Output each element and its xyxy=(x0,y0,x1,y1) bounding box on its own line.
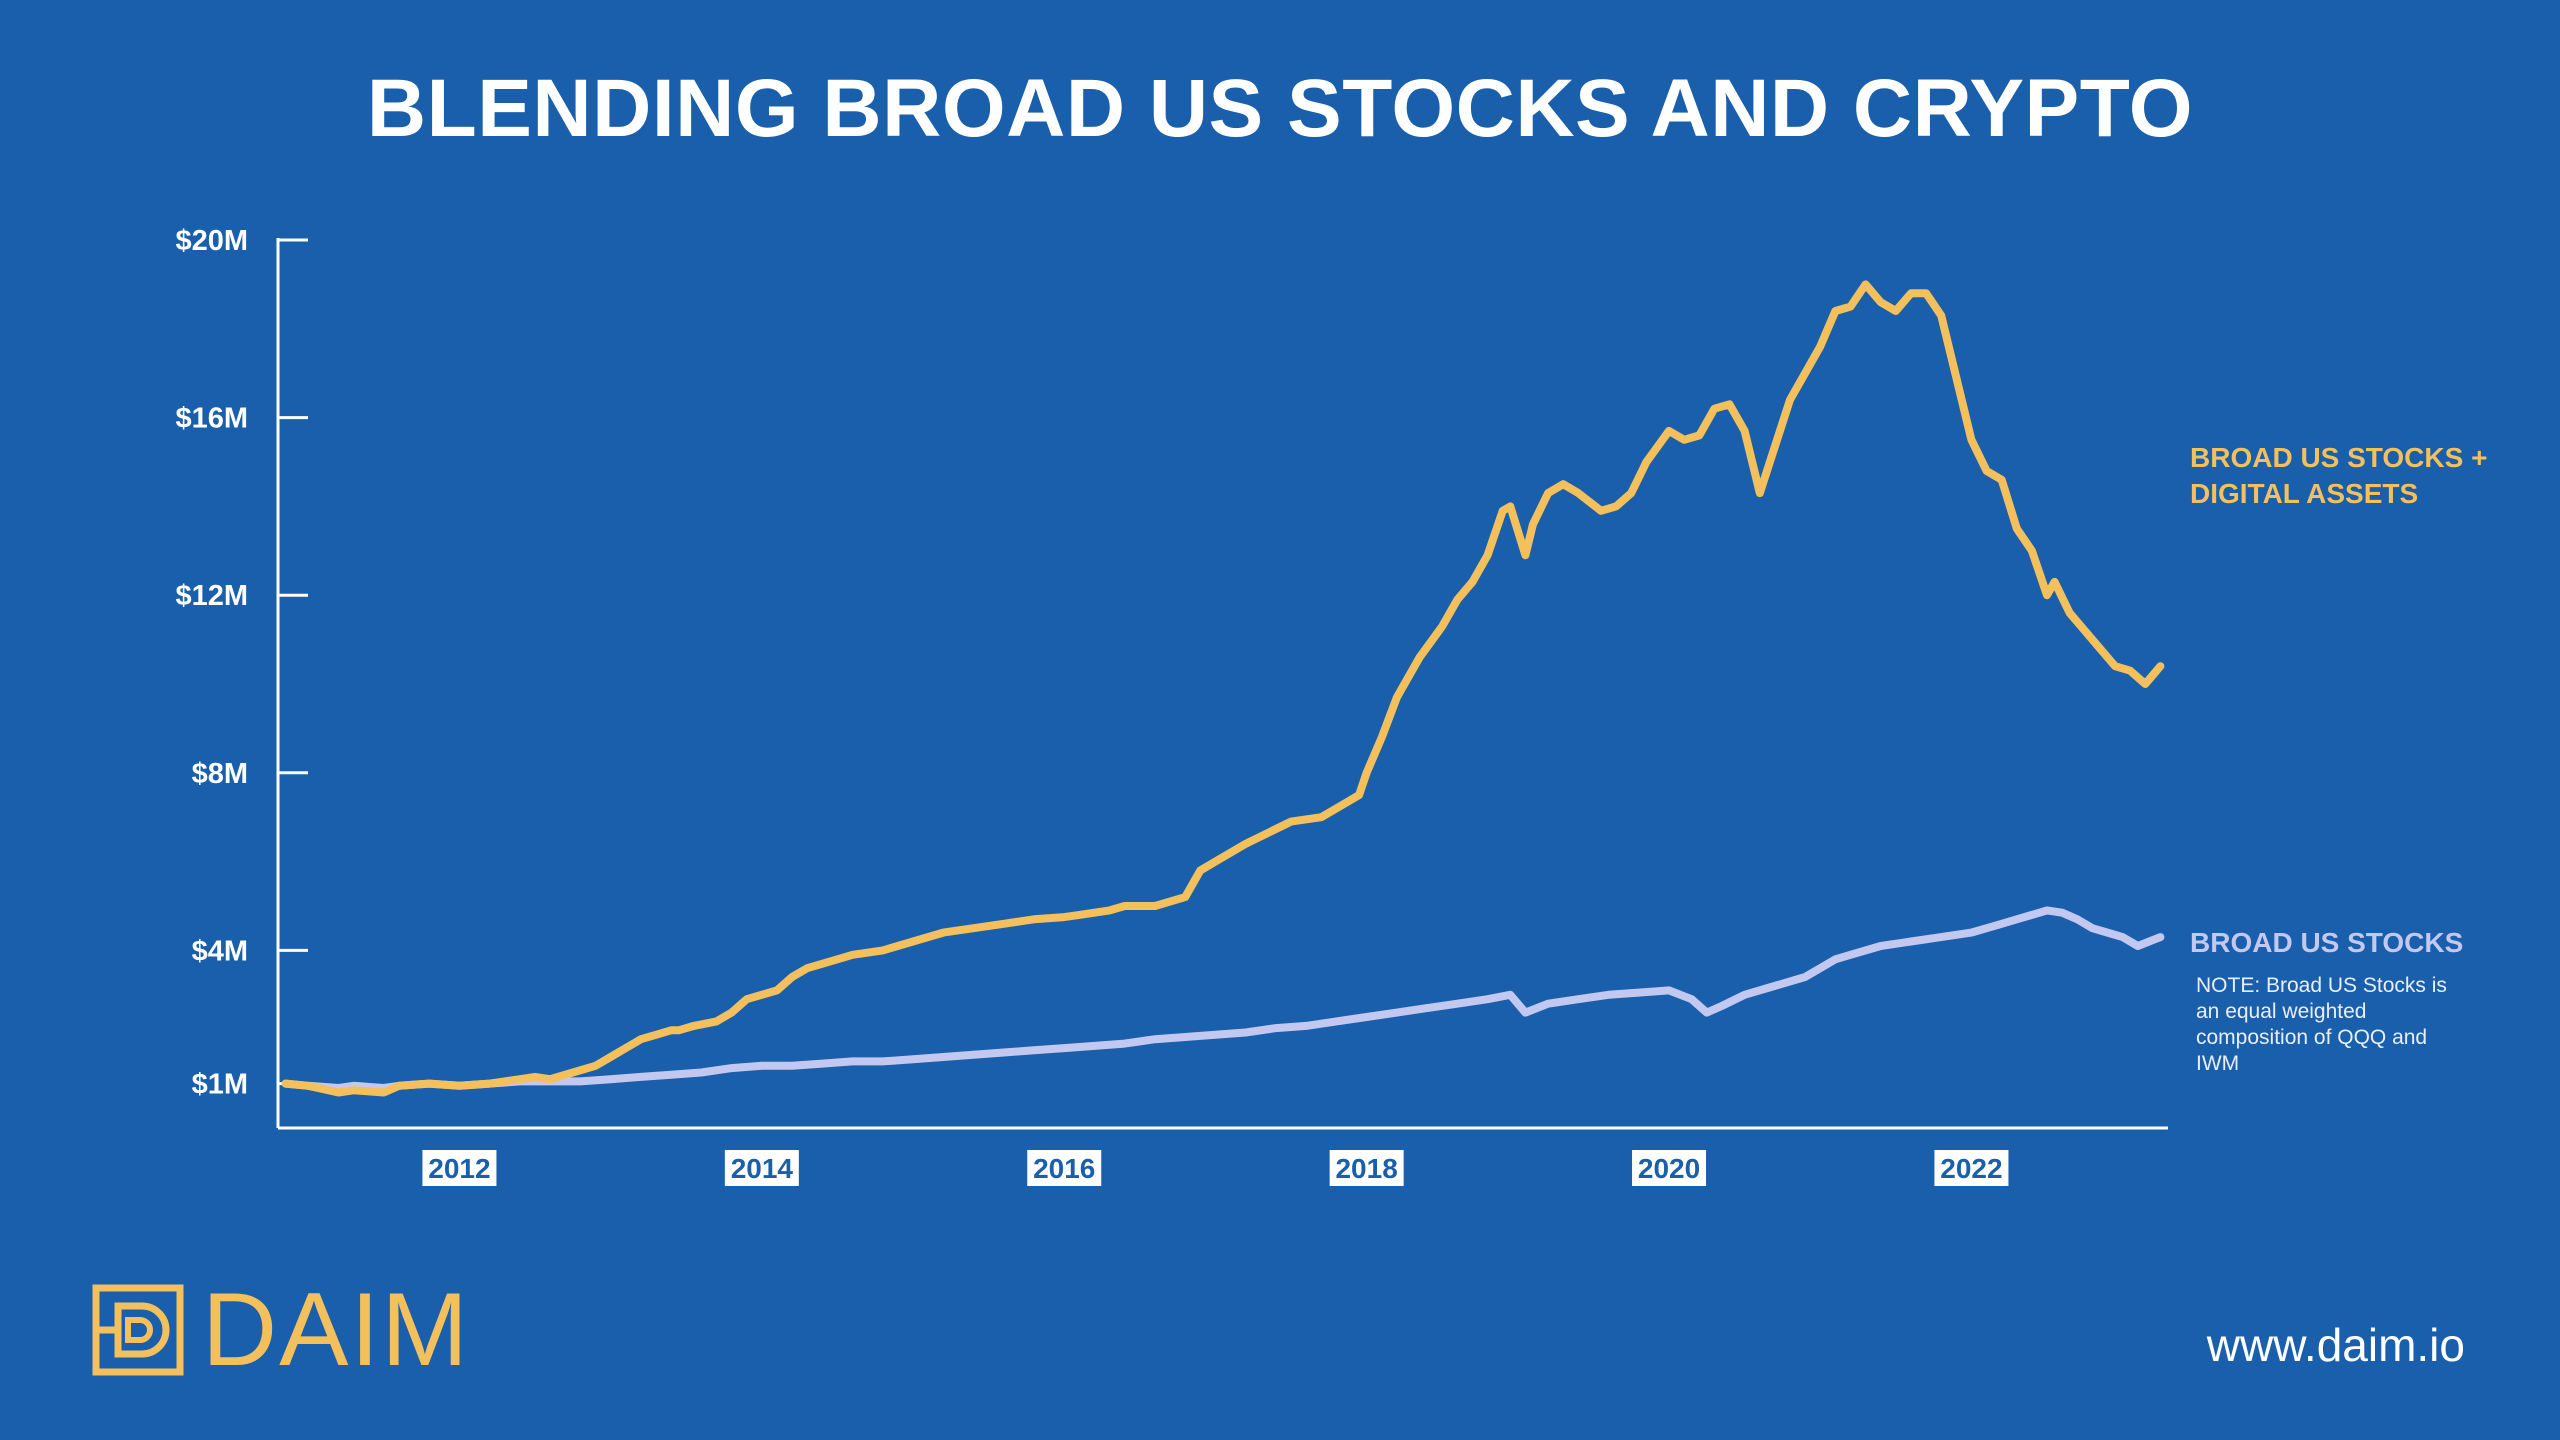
x-tick-label: 2016 xyxy=(1033,1153,1095,1184)
x-tick-label: 2014 xyxy=(731,1153,794,1184)
legend-label-broad-us-stocks: BROAD US STOCKS xyxy=(2190,927,2464,958)
x-tick: 2018 xyxy=(1329,1150,1404,1186)
chart-title: BLENDING BROAD US STOCKS AND CRYPTO xyxy=(366,63,2194,154)
chart-note: NOTE: Broad US Stocks is an equal weight… xyxy=(2196,974,2447,1075)
x-tick-box xyxy=(724,1150,799,1186)
y-tick-label: $12M xyxy=(175,580,248,612)
x-tick-label: 2012 xyxy=(428,1153,490,1184)
y-tick-label: $8M xyxy=(192,758,248,790)
series-line-broad-us-stocks xyxy=(281,906,2165,1092)
x-tick-box xyxy=(422,1150,497,1186)
x-tick-label: 2020 xyxy=(1638,1153,1700,1184)
series-line-broad-us-stocks-digital-assets xyxy=(281,280,2165,1097)
y-tick-label: $20M xyxy=(175,225,248,257)
logo-wordmark: DAIM xyxy=(202,1272,470,1388)
x-tick-box xyxy=(1329,1150,1404,1186)
x-tick-box xyxy=(1934,1150,2009,1186)
y-tick-label: $1M xyxy=(192,1069,248,1101)
y-tick-label: $4M xyxy=(192,935,248,967)
daim-logo: DAIM xyxy=(92,1278,470,1382)
x-tick: 2020 xyxy=(1632,1150,1707,1186)
chart-series xyxy=(281,280,2165,1097)
legend-label-stocks-plus-digital-assets: BROAD US STOCKS + DIGITAL ASSETS xyxy=(2190,442,2488,509)
chart-axes: $1M $4M $8M $12M $16M $20M 2012 2014 2016 2018 202… xyxy=(175,225,2168,1186)
x-tick: 2022 xyxy=(1934,1150,2009,1186)
y-tick-label: $16M xyxy=(175,403,248,435)
daim-logo-mark-icon xyxy=(92,1284,184,1376)
x-tick-label: 2018 xyxy=(1335,1153,1397,1184)
website-url: www.daim.io xyxy=(2206,1319,2465,1371)
x-tick-box xyxy=(1632,1150,1707,1186)
x-tick: 2016 xyxy=(1027,1150,1102,1186)
x-tick: 2014 xyxy=(724,1150,799,1186)
x-tick-label: 2022 xyxy=(1940,1153,2002,1184)
x-tick: 2012 xyxy=(422,1150,497,1186)
x-tick-box xyxy=(1027,1150,1102,1186)
